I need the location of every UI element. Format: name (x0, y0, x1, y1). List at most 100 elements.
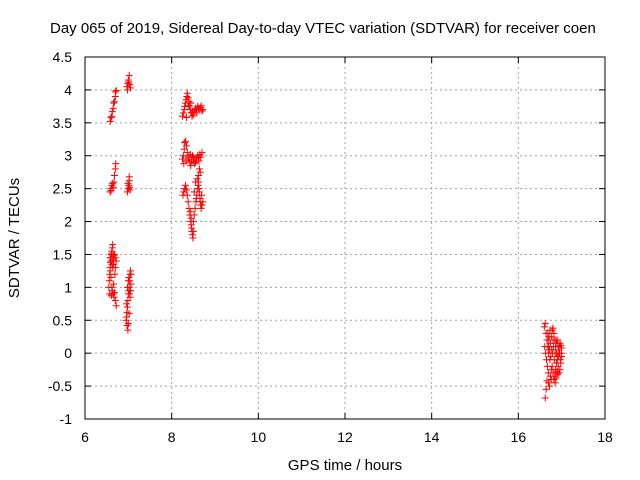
x-tick-label: 12 (337, 429, 353, 445)
data-point (107, 291, 115, 299)
data-point (542, 385, 550, 393)
y-tick-label: -0.5 (48, 378, 72, 394)
y-tick-label: 2 (64, 214, 72, 230)
y-tick-label: 1.5 (53, 246, 73, 262)
data-point (540, 323, 548, 331)
data-point (196, 168, 204, 176)
data-point (546, 326, 554, 334)
data-point (125, 78, 133, 86)
data-point (108, 108, 116, 116)
data-point (193, 109, 201, 117)
data-point (543, 377, 551, 385)
data-point (192, 178, 199, 186)
data-point (552, 374, 560, 382)
data-point (110, 260, 118, 268)
data-point (548, 346, 556, 354)
data-point (554, 370, 562, 378)
data-point (111, 270, 119, 278)
data-point (182, 137, 190, 145)
data-point (199, 198, 207, 206)
data-point (181, 139, 189, 147)
chart-title: Day 065 of 2019, Sidereal Day-to-day VTE… (50, 20, 596, 37)
data-point (191, 204, 199, 212)
data-point (110, 171, 118, 179)
x-tick-label: 16 (511, 429, 527, 445)
data-point (546, 382, 554, 390)
data-point (107, 187, 115, 195)
data-point (557, 349, 565, 357)
data-point (195, 157, 203, 165)
data-point (542, 349, 550, 357)
data-point (183, 89, 191, 97)
data-point (193, 175, 201, 183)
data-point (545, 333, 553, 341)
data-point (187, 99, 195, 107)
data-point (111, 88, 119, 96)
y-tick-label: 2.5 (53, 181, 73, 197)
data-point (127, 287, 134, 295)
plot-frame (84, 56, 606, 420)
data-point (106, 290, 114, 298)
data-point (125, 273, 133, 281)
axis-ticks: 6 8 10 12 14 16 18 -1 -0.5 0 0.5 1 1.5 2 2.5 3 3.5 4 4.5 (48, 49, 613, 445)
data-point (195, 171, 203, 179)
y-tick-label: 4 (64, 82, 72, 98)
x-tick-label: 14 (424, 429, 440, 445)
data-point (126, 186, 134, 194)
data-point (198, 148, 206, 156)
data-point (182, 142, 190, 150)
x-tick-label: 10 (251, 429, 267, 445)
data-point (110, 98, 118, 106)
y-tick-label: 0.5 (53, 312, 73, 328)
y-tick-label: -1 (60, 411, 73, 427)
data-points (105, 71, 566, 402)
data-point (188, 108, 196, 116)
data-point (124, 179, 132, 187)
data-point (197, 102, 205, 110)
data-point (112, 302, 120, 310)
data-point (110, 99, 118, 107)
data-point (109, 241, 117, 249)
x-tick-label: 18 (597, 429, 613, 445)
data-point (179, 152, 187, 160)
data-point (110, 178, 118, 186)
data-point (123, 86, 131, 94)
data-point (110, 280, 118, 288)
data-point (195, 165, 203, 173)
data-point (198, 201, 206, 209)
data-point (182, 157, 190, 165)
data-point (107, 114, 115, 122)
data-point (108, 249, 116, 257)
data-point (186, 208, 194, 216)
data-point (547, 352, 555, 360)
y-tick-label: 4.5 (53, 49, 73, 65)
data-point (125, 173, 133, 181)
data-point (125, 310, 133, 318)
data-point (545, 343, 553, 351)
data-point (541, 394, 549, 402)
data-point (111, 264, 119, 272)
data-point (106, 118, 114, 126)
data-point (111, 297, 119, 305)
x-tick-label: 6 (81, 429, 89, 445)
data-point (183, 191, 191, 199)
data-point (198, 191, 206, 199)
x-tick-label: 8 (168, 429, 176, 445)
data-point (125, 71, 133, 79)
grid-lines (85, 57, 605, 419)
data-point (182, 186, 190, 194)
data-point (123, 300, 131, 308)
data-point (124, 326, 132, 334)
data-point (550, 356, 558, 364)
data-point (549, 336, 557, 344)
data-point (199, 106, 207, 114)
data-point (106, 188, 114, 196)
data-point (556, 356, 564, 364)
data-point (112, 87, 120, 95)
data-point (108, 179, 116, 187)
data-point (112, 160, 120, 168)
data-point (184, 94, 192, 102)
data-point (553, 339, 561, 347)
data-point (190, 188, 198, 196)
data-point (548, 362, 556, 370)
